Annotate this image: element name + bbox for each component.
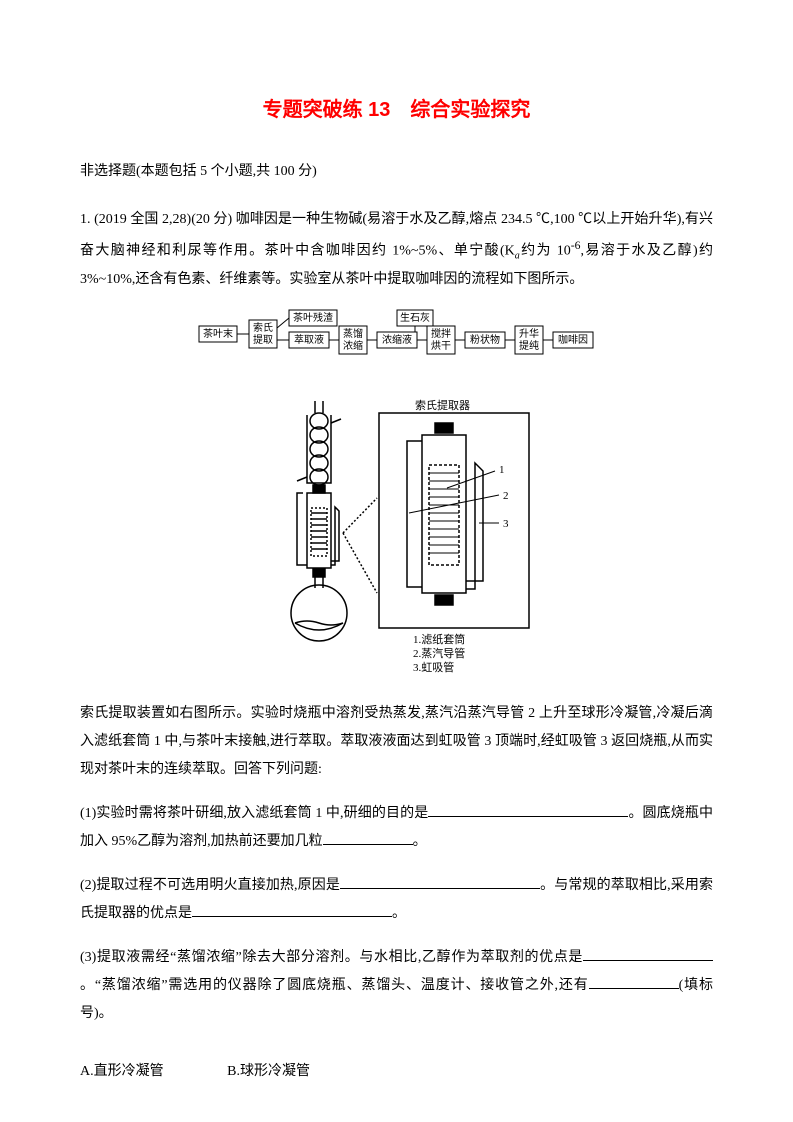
- svg-text:提纯: 提纯: [519, 339, 539, 352]
- q3-text-b: 。“蒸馏浓缩”需选用的仪器除了圆底烧瓶、蒸馏头、温度计、接收管之外,还有: [80, 978, 589, 993]
- svg-text:萃取液: 萃取液: [294, 333, 324, 346]
- flowchart-svg: 茶叶末 索氏提取 茶叶残渣 萃取液 蒸馏浓缩 浓缩液 生石灰 搅拌烘干 粉状物 …: [197, 308, 597, 368]
- svg-text:烘干: 烘干: [431, 340, 451, 352]
- svg-text:茶叶残渣: 茶叶残渣: [293, 311, 333, 324]
- q2-text-a: (2)提取过程不可选用明火直接加热,原因是: [80, 878, 340, 893]
- question-number: 1.: [80, 212, 91, 227]
- svg-text:1: 1: [499, 464, 505, 476]
- q3-text-a: (3)提取液需经“蒸馏浓缩”除去大部分溶剂。与水相比,乙醇作为萃取剂的优点是: [80, 950, 583, 965]
- subquestion-3: (3)提取液需经“蒸馏浓缩”除去大部分溶剂。与水相比,乙醇作为萃取剂的优点是。“…: [80, 944, 713, 1028]
- svg-text:浓缩液: 浓缩液: [382, 333, 412, 346]
- svg-text:蒸馏: 蒸馏: [343, 327, 363, 340]
- svg-text:咖啡因: 咖啡因: [558, 334, 588, 346]
- svg-text:搅拌: 搅拌: [431, 327, 451, 340]
- detail-title: 索氏提取器: [415, 398, 470, 412]
- answer-options: A.直形冷凝管 B.球形冷凝管: [80, 1058, 713, 1086]
- apparatus-description: 索氏提取装置如右图所示。实验时烧瓶中溶剂受热蒸发,蒸汽沿蒸汽导管 2 上升至球形…: [80, 700, 713, 784]
- blank-3b[interactable]: [589, 974, 679, 989]
- apparatus-svg: 索氏提取器 1 2 3 1.滤纸套筒 2.蒸汽导管 3.虹吸管: [247, 393, 547, 673]
- blank-2b[interactable]: [192, 902, 392, 917]
- svg-text:3: 3: [503, 518, 509, 530]
- flowchart-diagram: 茶叶末 索氏提取 茶叶残渣 萃取液 蒸馏浓缩 浓缩液 生石灰 搅拌烘干 粉状物 …: [80, 308, 713, 379]
- svg-text:3.虹吸管: 3.虹吸管: [413, 660, 454, 673]
- page-title: 专题突破练 13 综合实验探究: [80, 90, 713, 130]
- svg-text:浓缩: 浓缩: [343, 339, 363, 352]
- intro-part2: 约为 10: [520, 244, 571, 259]
- q2-text-c: 。: [392, 906, 406, 921]
- option-b: B.球形冷凝管: [227, 1058, 310, 1086]
- blank-2a[interactable]: [340, 874, 540, 889]
- svg-text:提取: 提取: [253, 334, 273, 346]
- subquestion-2: (2)提取过程不可选用明火直接加热,原因是。与常规的萃取相比,采用索氏提取器的优…: [80, 872, 713, 928]
- svg-text:茶叶末: 茶叶末: [203, 327, 233, 340]
- q1-text-c: 。: [413, 834, 427, 849]
- svg-text:粉状物: 粉状物: [470, 333, 500, 346]
- question-1-intro: 1. (2019 全国 2,28)(20 分) 咖啡因是一种生物碱(易溶于水及乙…: [80, 206, 713, 294]
- q1-text-a: (1)实验时需将茶叶研细,放入滤纸套筒 1 中,研细的目的是: [80, 806, 428, 821]
- svg-text:2.蒸汽导管: 2.蒸汽导管: [413, 646, 465, 660]
- blank-1b[interactable]: [323, 830, 413, 845]
- subquestion-1: (1)实验时需将茶叶研细,放入滤纸套筒 1 中,研细的目的是。圆底烧瓶中加入 9…: [80, 800, 713, 856]
- svg-text:升华: 升华: [519, 327, 539, 340]
- question-source: (2019 全国 2,28)(20 分): [94, 212, 232, 227]
- svg-text:索氏: 索氏: [253, 321, 273, 334]
- svg-text:2: 2: [503, 490, 509, 502]
- sup-exp: -6: [571, 239, 581, 252]
- svg-text:生石灰: 生石灰: [400, 311, 430, 324]
- apparatus-diagram: 索氏提取器 1 2 3 1.滤纸套筒 2.蒸汽导管 3.虹吸管: [80, 393, 713, 684]
- blank-1a[interactable]: [428, 802, 628, 817]
- instruction-text: 非选择题(本题包括 5 个小题,共 100 分): [80, 158, 713, 186]
- svg-text:1.滤纸套筒: 1.滤纸套筒: [413, 632, 465, 646]
- option-a: A.直形冷凝管: [80, 1058, 164, 1086]
- blank-3a[interactable]: [583, 946, 713, 961]
